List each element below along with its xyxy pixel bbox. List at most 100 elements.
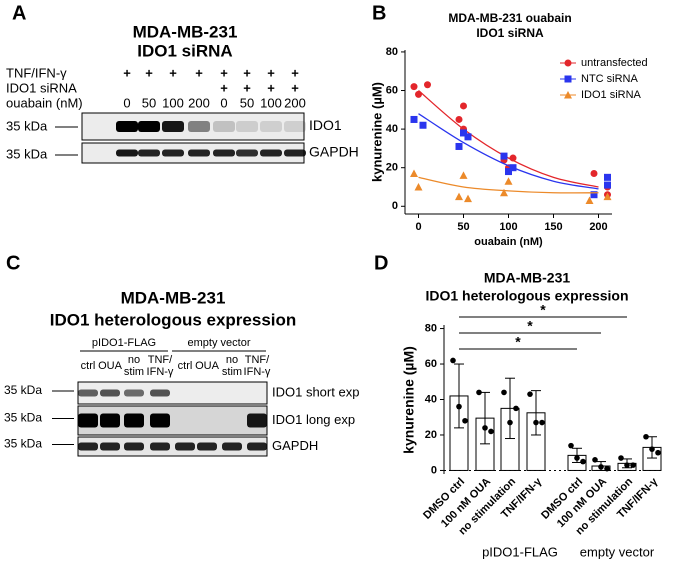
lane-label: + <box>267 65 275 80</box>
significance-label: * <box>540 302 546 318</box>
lane-label: + <box>291 80 299 95</box>
point <box>568 442 574 449</box>
group-label: pIDO1-FLAG <box>482 544 558 559</box>
y-axis-label: kynurenine (µM) <box>401 346 417 454</box>
band-label: IDO1 short exp <box>272 384 359 399</box>
band <box>197 442 217 451</box>
band <box>116 121 138 132</box>
lane-label: + <box>145 65 153 80</box>
point <box>527 391 533 397</box>
band <box>124 389 144 397</box>
point <box>513 405 519 412</box>
point <box>455 115 463 123</box>
y-tick-label: 40 <box>425 393 437 405</box>
point <box>604 181 611 189</box>
band <box>100 442 120 451</box>
point <box>410 83 418 91</box>
legend-marker <box>564 59 572 67</box>
band <box>100 389 120 397</box>
lane-label: + <box>195 65 203 80</box>
point <box>464 194 472 203</box>
band <box>150 442 170 451</box>
group-label: pIDO1-FLAG <box>92 337 156 349</box>
point <box>424 81 431 89</box>
panel-letter: C <box>6 252 20 274</box>
band <box>150 413 170 428</box>
significance-label: * <box>527 318 533 334</box>
point <box>505 168 512 176</box>
y-tick-label: 80 <box>386 46 398 58</box>
lane-label: + <box>243 65 251 80</box>
lane-label: + <box>267 80 275 95</box>
lane-label: + <box>169 65 177 80</box>
point <box>476 389 482 396</box>
lane-label: 200 <box>284 95 306 110</box>
lane-label: OUA <box>98 360 123 372</box>
point <box>460 102 467 110</box>
lane-label: 200 <box>188 95 210 110</box>
point <box>590 169 598 177</box>
lane-label: 0 <box>123 95 130 110</box>
lane-label: stim <box>124 366 144 378</box>
lane-label: + <box>243 80 251 95</box>
panel-letter: D <box>374 252 388 274</box>
lane-label: ctrl <box>81 360 96 372</box>
point <box>509 154 517 162</box>
point <box>624 462 630 468</box>
band <box>260 149 282 157</box>
x-tick-label: 100 <box>499 221 517 233</box>
lane-label: + <box>220 65 228 80</box>
point <box>504 177 513 185</box>
row-label: IDO1 siRNA <box>6 80 77 95</box>
lane-label: 50 <box>142 95 156 110</box>
y-tick-label: 80 <box>425 322 437 334</box>
point <box>603 192 612 201</box>
lane-label: + <box>291 65 299 80</box>
point <box>604 465 610 472</box>
band <box>236 121 258 132</box>
band <box>124 413 144 428</box>
x-tick-label: 0 <box>415 221 421 233</box>
point <box>464 133 472 141</box>
panel-letter: B <box>372 2 386 24</box>
chart-title: MDA-MB-231 ouabain <box>448 11 571 25</box>
blot-title: IDO1 siRNA <box>137 41 232 60</box>
point <box>455 192 463 201</box>
band <box>188 149 210 157</box>
point <box>455 142 463 150</box>
point <box>414 182 423 191</box>
point <box>649 446 655 452</box>
point <box>500 152 508 160</box>
legend-label: untransfected <box>581 57 648 69</box>
point <box>410 169 418 177</box>
row-label: TNF/IFN-γ <box>6 65 67 80</box>
band <box>188 121 210 132</box>
point <box>459 171 468 179</box>
fit-line <box>418 176 599 194</box>
row-label: ouabain (nM) <box>6 95 83 110</box>
band <box>78 442 98 451</box>
point <box>585 196 594 204</box>
band <box>78 389 98 397</box>
y-tick-label: 40 <box>386 123 398 135</box>
fit-line <box>418 90 599 188</box>
point <box>460 129 467 137</box>
marker-label: 35 kDa <box>4 411 42 425</box>
band <box>236 149 258 157</box>
chart-title: IDO1 siRNA <box>476 26 544 40</box>
band <box>284 149 306 157</box>
blot-title: IDO1 heterologous expression <box>50 310 297 329</box>
band <box>213 121 235 132</box>
lane-label: no <box>128 354 140 366</box>
band <box>162 149 184 157</box>
lane-label: 100 <box>162 95 184 110</box>
band <box>138 121 160 132</box>
legend-marker <box>564 91 572 99</box>
panel-letter: A <box>12 2 26 24</box>
point <box>410 115 418 123</box>
lane-label: OUA <box>195 360 220 372</box>
lane-label: IFN-γ <box>147 366 174 378</box>
legend-label: NTC siRNA <box>581 73 638 85</box>
lane-label: TNF/ <box>245 354 270 366</box>
